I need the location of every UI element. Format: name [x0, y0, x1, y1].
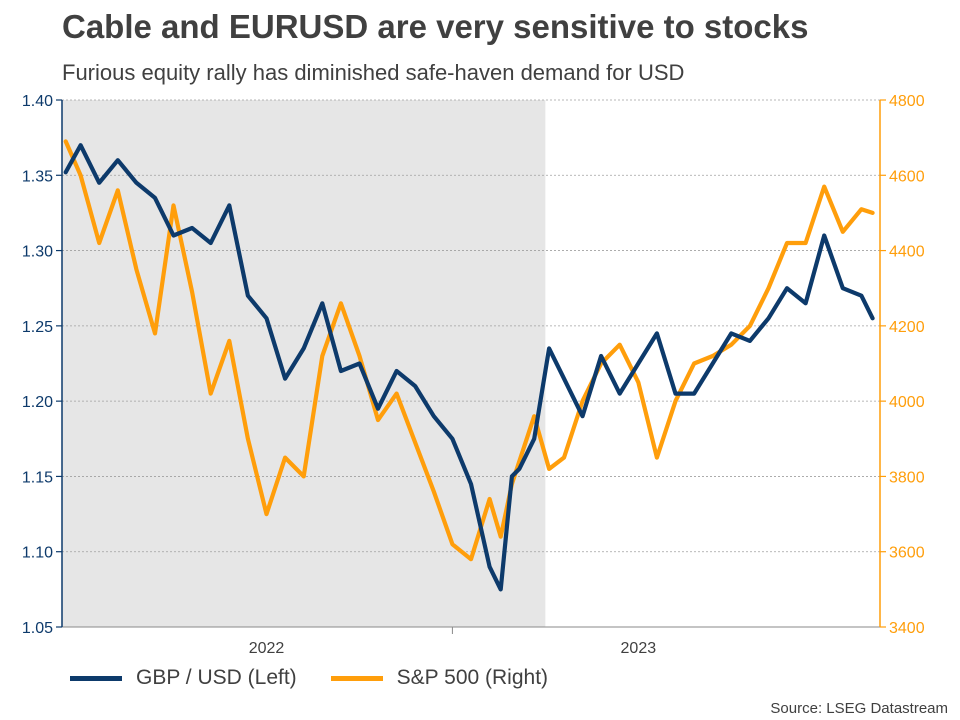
x-tick-label: 2023: [621, 640, 657, 657]
y-left-tick-label: 1.25: [22, 319, 53, 336]
y-left-ticks: 1.05 1.10 1.15 1.20 1.25 1.30 1.35 1.40: [22, 93, 62, 637]
y-right-tick-label: 4200: [889, 319, 925, 336]
series-line-gbpusd: [63, 143, 875, 592]
y-right-ticks: 3400 3600 3800 4000 4200 4400 4600 4800: [880, 93, 925, 637]
series-layer: [63, 139, 875, 592]
y-left-tick-label: 1.10: [22, 545, 53, 562]
series-line-sp500: [63, 139, 875, 562]
y-left-tick-label: 1.20: [22, 394, 53, 411]
y-right-tick-label: 3600: [889, 545, 925, 562]
legend-swatch-gbpusd: [70, 675, 122, 681]
y-left-tick-label: 1.05: [22, 620, 53, 637]
chart-subtitle: Furious equity rally has diminished safe…: [62, 60, 685, 85]
legend: GBP / USD (Left) S&P 500 (Right): [70, 666, 548, 690]
gridlines: [62, 99, 880, 553]
legend-item-sp500: S&P 500 (Right): [330, 666, 549, 690]
legend-swatch-sp500: [330, 675, 383, 681]
y-left-tick-label: 1.30: [22, 244, 53, 261]
y-left-tick-label: 1.40: [22, 93, 53, 110]
y-right-tick-label: 3400: [889, 620, 925, 637]
y-right-tick-label: 4600: [889, 168, 925, 185]
legend-label-gbpusd: GBP / USD (Left): [136, 666, 297, 689]
y-left-tick-label: 1.35: [22, 168, 53, 185]
legend-item-gbpusd: GBP / USD (Left): [70, 666, 297, 690]
y-right-tick-label: 4000: [889, 394, 925, 411]
x-ticks: 2022 2023: [249, 640, 657, 657]
legend-label-sp500: S&P 500 (Right): [396, 666, 549, 689]
y-right-tick-label: 4800: [889, 93, 925, 110]
y-right-tick-label: 4400: [889, 244, 925, 261]
y-left-tick-label: 1.15: [22, 469, 53, 486]
source-note: Source: LSEG Datastream: [770, 700, 948, 717]
x-tick-label: 2022: [249, 640, 285, 657]
y-right-tick-label: 3800: [889, 469, 925, 486]
chart-title: Cable and EURUSD are very sensitive to s…: [62, 8, 809, 45]
